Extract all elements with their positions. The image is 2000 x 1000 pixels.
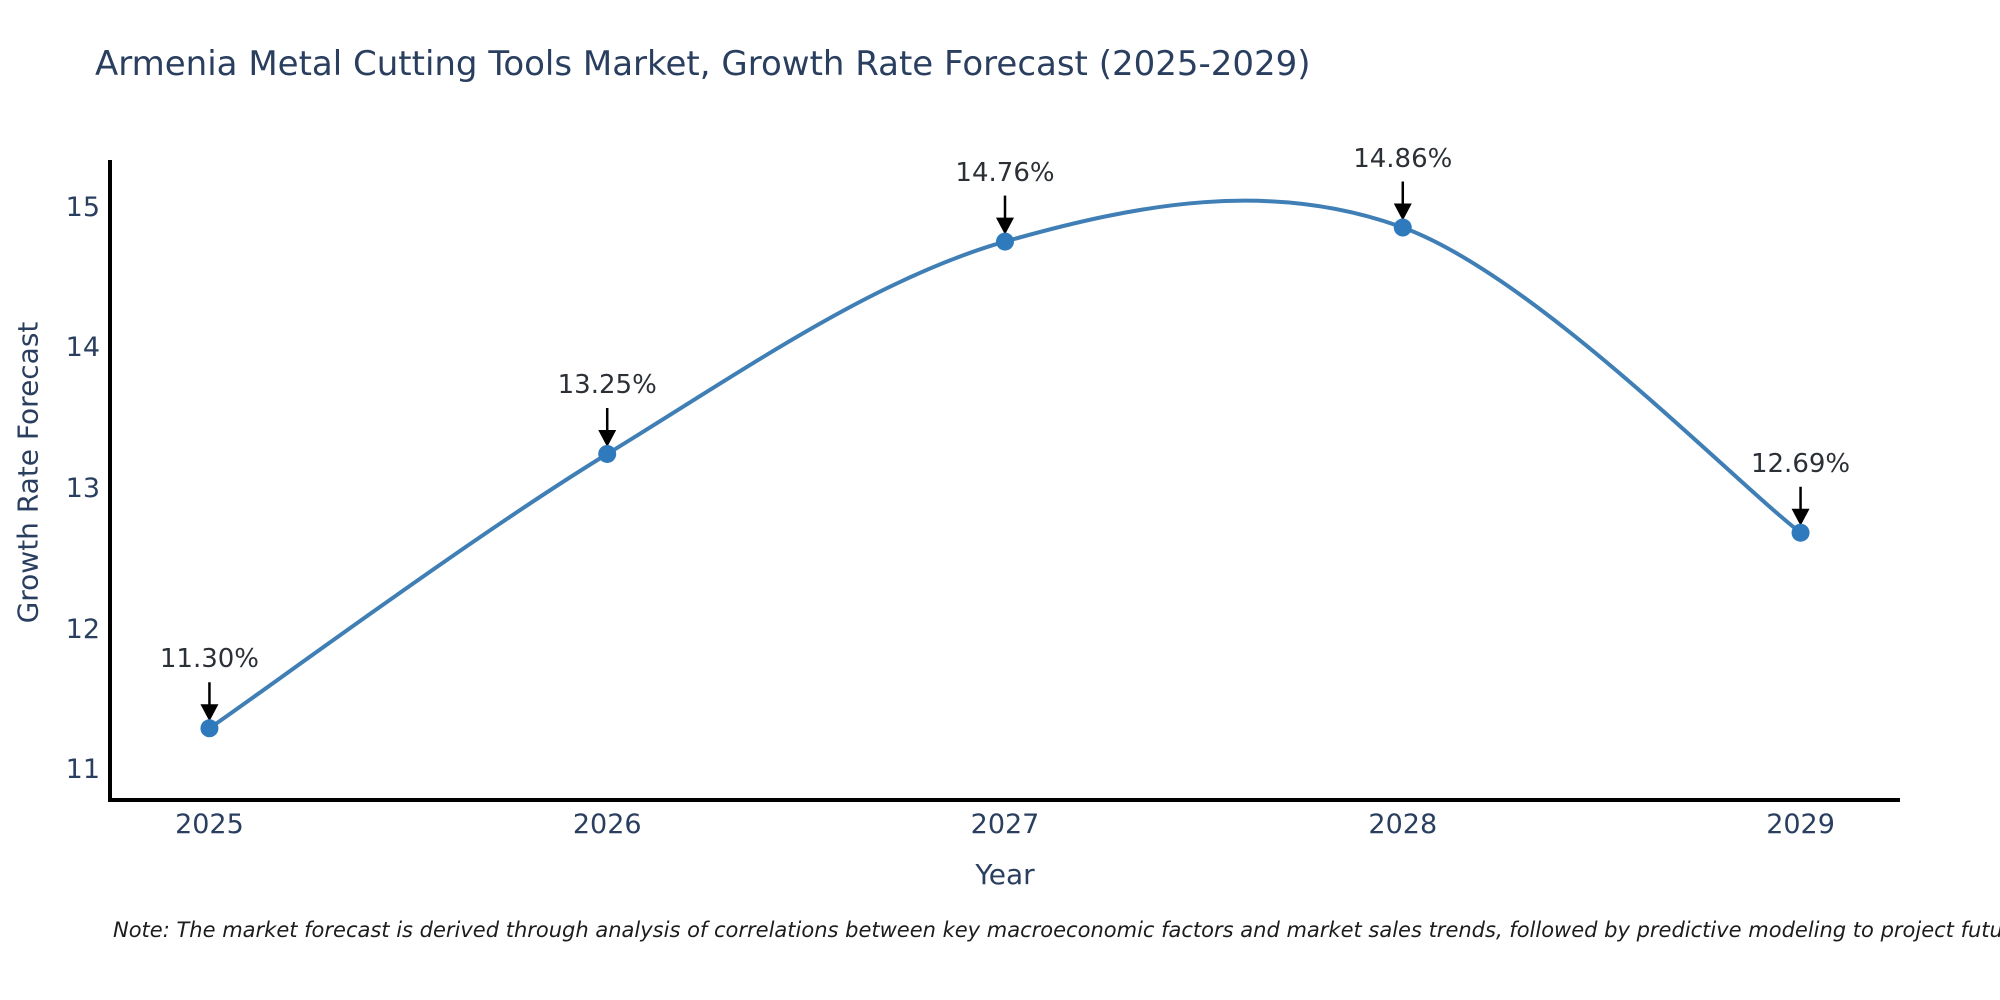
- footnote: Note: The market forecast is derived thr…: [113, 918, 2000, 942]
- data-point-marker: [200, 719, 219, 738]
- x-tick-label: 2029: [1766, 809, 1835, 840]
- chart-title: Armenia Metal Cutting Tools Market, Grow…: [95, 44, 1311, 84]
- x-tick-label: 2028: [1368, 809, 1438, 840]
- data-point-marker: [996, 232, 1014, 251]
- y-tick-label: 15: [65, 191, 100, 223]
- data-point-label: 14.86%: [1353, 143, 1453, 174]
- y-tick-label: 12: [65, 613, 100, 645]
- x-tick-label: 2025: [175, 809, 244, 840]
- data-point-label: 13.25%: [557, 369, 657, 400]
- annotation-arrow-head: [996, 217, 1014, 235]
- data-point-marker: [1393, 218, 1412, 237]
- x-tick-label: 2026: [572, 809, 642, 840]
- x-tick-label: 2027: [970, 809, 1040, 840]
- data-point-marker: [1791, 523, 1810, 542]
- y-tick-label: 13: [65, 473, 100, 505]
- y-tick-label: 11: [65, 754, 100, 786]
- annotation-arrow-head: [1393, 203, 1412, 221]
- y-tick-label: 14: [65, 332, 100, 364]
- annotation-arrow-head: [598, 429, 617, 447]
- annotation-arrow-head: [200, 704, 219, 722]
- data-point-label: 12.69%: [1750, 448, 1851, 479]
- data-point-label: 14.76%: [955, 157, 1055, 188]
- forecast-line: [207, 198, 1803, 731]
- data-point-label: 11.30%: [159, 644, 259, 675]
- x-axis-title: Year: [975, 858, 1035, 891]
- data-point-marker: [598, 444, 617, 463]
- annotation-arrow-head: [1791, 508, 1810, 526]
